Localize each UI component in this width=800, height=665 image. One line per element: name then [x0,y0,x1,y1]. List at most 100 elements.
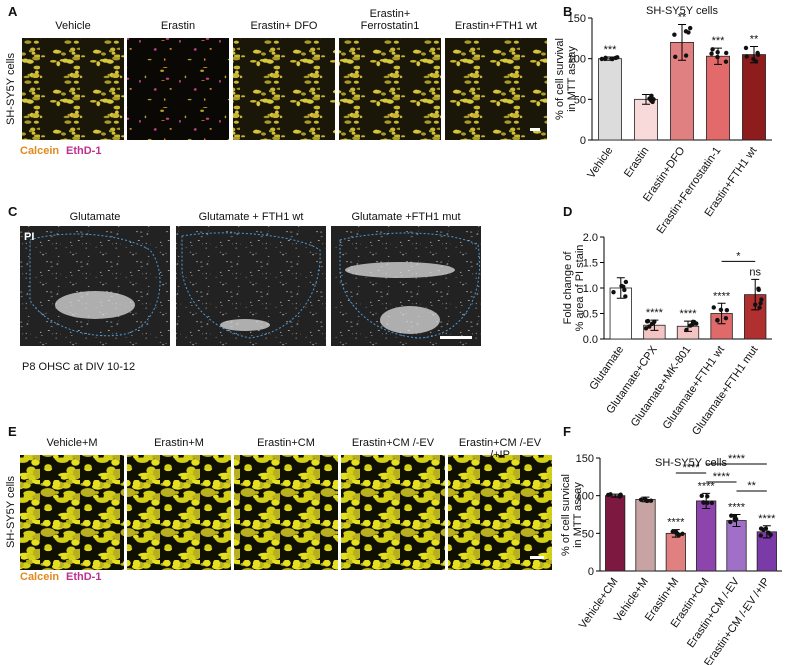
y-tick-label: 1.5 [583,258,598,270]
data-dot [728,519,733,525]
data-dot [718,307,724,313]
row-label: SH-SY5Y cells [5,476,17,548]
data-dot [670,529,675,534]
image-label: Vehicle+M [46,437,98,449]
y-tick-label: 2.0 [583,232,598,244]
data-dot [684,327,689,333]
data-dot [724,307,730,313]
data-dot [673,54,678,60]
data-dot [650,99,655,105]
y-tick-label: 100 [576,491,594,503]
data-dot [643,498,649,503]
data-dot [647,324,652,329]
data-dot [611,289,616,295]
row-label: SH-SY5Y cells [5,53,17,125]
y-tick-label: 50 [574,94,586,106]
significance: **** [698,480,716,492]
image-label: Erastin+ Ferrostatin1 [360,8,420,32]
significance: ** [678,12,687,24]
micrograph [127,455,231,570]
micrograph [448,455,552,570]
data-dot [672,32,677,37]
y-tick-label: 0 [588,566,594,578]
y-tick-label: 150 [576,453,594,465]
chart-title: SH-SY5Y cells [646,5,718,17]
chart-title: SH-SY5Y cells [655,457,727,469]
y-tick-label: 0.0 [583,334,598,346]
bracket-label: **** [728,453,746,465]
data-dot [609,56,615,62]
x-tick-label: Erastin+Ferrostatin-1 [655,145,724,236]
data-dot [617,494,622,499]
panel-label: B [563,4,572,19]
bar [634,98,658,141]
y-tick-label: 150 [568,13,586,25]
data-dot [645,318,651,324]
significance: **** [646,307,664,319]
stain-label: EthD-1 [66,145,101,157]
y-tick-label: 0 [580,135,586,147]
bar [742,54,766,141]
micrograph [339,38,441,140]
y-axis-title: % of cell survical in MTT assay [560,474,584,556]
data-dot [724,50,729,56]
stain-label: EthD-1 [66,571,101,583]
data-dot [705,500,710,505]
data-dot [648,498,654,503]
significance: **** [667,517,685,529]
stain-label: Calcein [20,145,59,157]
data-dot [711,305,716,310]
data-dot [723,59,729,64]
y-tick-label: 0.5 [583,309,598,321]
bracket-label: * [736,250,741,262]
data-dot [675,531,680,536]
panel-label: A [8,4,18,19]
significance: **** [728,502,746,514]
data-dot [763,526,769,531]
error-bar [642,93,650,105]
x-tick-label: Erastin [622,145,651,180]
data-dot [758,533,763,538]
error-bar [717,302,726,325]
panel-label: E [8,424,17,439]
data-dot [643,326,649,331]
micrograph [20,455,124,570]
image-label: Erastin+FTH1 wt [454,20,538,32]
image-label: Erastin+ DFO [250,20,318,32]
image-label: Glutamate +FTH1 mut [351,211,461,223]
significance: **** [758,513,776,525]
data-dot [680,531,685,536]
bracket-label: **** [713,471,731,483]
data-dot [729,513,734,518]
significance: ns [749,266,761,278]
data-dot [638,497,644,502]
significance: ** [750,33,759,45]
data-dot [619,283,624,289]
micrograph [127,38,229,140]
data-dot [759,297,764,302]
error-bar [616,277,625,299]
significance: **** [679,308,697,320]
image-label: Erastin [160,20,196,32]
data-dot [608,492,613,497]
data-dot [715,50,720,55]
stain-label: Calcein [20,571,59,583]
region-outline [29,233,161,337]
data-dot [715,318,720,323]
image-label: Erastin+M [154,437,204,449]
panel-label: C [8,204,18,219]
significance: *** [712,35,726,47]
data-dot [758,526,764,531]
data-dot [710,47,715,52]
y-axis-title: % of cell survival in MTT assay [554,38,578,120]
data-dot [615,55,620,60]
bar [706,55,730,141]
y-tick-label: 1.0 [583,283,598,295]
image-label: Erastin+CM [257,437,315,449]
micrograph [234,455,338,570]
panel-label: F [563,424,571,439]
x-tick-label: Glutamate+FTH1 wt [661,344,727,432]
bracket-label: **** [682,462,700,474]
data-dot [683,53,689,58]
